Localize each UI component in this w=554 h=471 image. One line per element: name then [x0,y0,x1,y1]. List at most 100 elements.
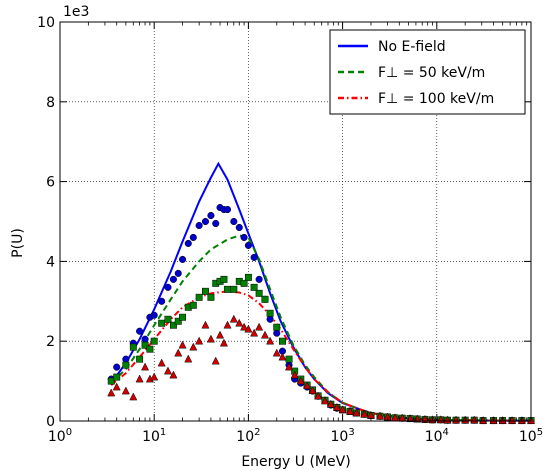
marker-circle [141,335,149,343]
marker-triangle [229,314,238,323]
marker-square [179,313,187,321]
marker-circle [230,217,238,226]
marker-triangle [272,348,281,357]
tick-labels: 100 101 102 103 104 105 0 2 4 6 8 10 [37,15,543,445]
marker-triangle [141,362,150,371]
marker-circle [174,269,182,277]
y-tick-label: 6 [46,175,55,191]
y-tick-label: 2 [46,334,55,350]
marker-triangle [178,340,187,349]
marker-square [174,317,182,325]
marker-circle [212,219,220,228]
marker-triangle [223,320,232,329]
marker-square [189,301,197,309]
marker-square [107,377,115,385]
marker-square [146,345,154,353]
marker-triangle [121,386,130,395]
marker-circle [113,363,121,371]
marker-circle [273,329,281,337]
marker-square [202,287,209,295]
x-tick-label: 105 [519,427,543,445]
y-tick-label: 0 [46,414,55,430]
x-tick-label: 104 [425,427,449,445]
marker-square [266,309,274,317]
marker-circle [235,223,243,232]
marker-circle [158,297,166,305]
marker-triangle [206,334,215,343]
marker-triangle [112,382,121,391]
marker-triangle [219,338,228,347]
marker-circle [223,205,232,214]
marker-square [250,283,258,291]
marker-square [136,355,144,363]
legend-label-f50: F⊥ = 50 keV/m [378,65,485,81]
marker-square [207,293,215,301]
x-axis-title: Energy U (MeV) [241,454,350,470]
marker-circle [266,315,274,323]
marker-square [230,285,238,293]
legend-label-no-e-field: No E-field [378,39,446,55]
marker-square [261,295,269,303]
marker-square [224,285,231,293]
marker-triangle [189,342,198,351]
marker-triangle [169,370,178,379]
marker-square [285,355,293,363]
marker-triangle [211,356,220,365]
marker-triangle [240,322,249,331]
marker-square [164,315,172,323]
marker-square [244,273,252,281]
marker-triangle [107,388,116,397]
marker-circle [164,283,172,291]
marker-triangle [278,352,287,361]
legend-label-f100: F⊥ = 100 keV/m [378,91,494,107]
marker-triangle [129,392,138,401]
y-tick-label: 8 [46,95,55,111]
marker-circle [240,233,248,242]
marker-square [150,337,158,345]
y-axis-title: P(U) [10,228,26,258]
marker-triangle [314,391,323,400]
marker-triangle [352,408,361,417]
y-multiplier-label: 1e3 [63,4,89,20]
marker-triangle [320,396,329,405]
x-tick-label: 103 [330,427,354,445]
marker-circle [207,211,215,220]
marker-circle [184,239,192,247]
marker-circle [136,327,144,335]
marker-square [158,319,166,327]
marker-triangle [255,322,264,331]
marker-triangle [150,372,159,381]
marker-circle [201,217,210,226]
marker-triangle [326,399,335,408]
marker-square [129,343,137,351]
marker-triangle [479,416,488,424]
marker-triangle [235,318,244,327]
marker-circle [244,241,252,249]
marker-triangle [308,386,317,394]
marker-triangle [296,376,305,385]
marker-triangle [201,320,210,329]
marker-triangle [376,411,385,420]
marker-square [169,321,177,329]
marker-triangle [338,405,347,414]
marker-triangle [332,402,341,411]
marker-square [113,373,121,381]
marker-triangle [290,370,299,379]
marker-circle [122,355,130,363]
marker-circle [150,311,158,319]
axis-ticks [59,21,532,422]
marker-square [220,275,228,283]
marker-triangle [216,330,225,339]
x-tick-label: 101 [142,427,166,445]
marker-circle [195,221,203,230]
marker-circle [169,275,177,283]
marker-square [279,337,286,345]
y-tick-label: 4 [46,254,55,270]
marker-triangle [266,336,275,345]
marker-square [273,323,281,331]
marker-square [240,279,248,287]
marker-triangle [260,330,269,339]
marker-triangle [413,414,422,423]
marker-square [141,341,149,349]
